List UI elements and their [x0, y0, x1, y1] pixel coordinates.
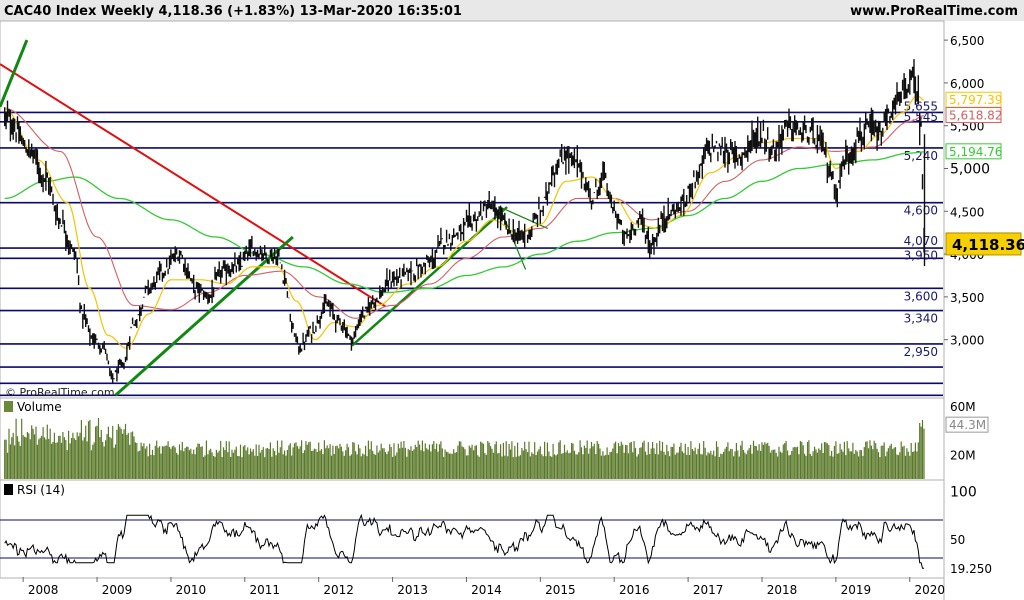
time-tick-label-2013: 2013 — [397, 583, 428, 597]
time-tick-label-2018: 2018 — [767, 583, 798, 597]
volume-tick-label: 60M — [950, 400, 976, 414]
price-tick-label: 6,500 — [950, 34, 984, 48]
indicator-tag-value: 5,618.82 — [949, 109, 1002, 123]
time-tick-label-2017: 2017 — [693, 583, 724, 597]
volume-last-tag — [945, 416, 989, 433]
time-axis: 2008 2009 2010 2011 2012 2013 2014 2015 2016 2017… — [22, 577, 945, 597]
time-tick-label-2016: 2016 — [619, 583, 650, 597]
time-tick-label-2015: 2015 — [545, 583, 576, 597]
level-label: 5,655 — [904, 99, 938, 113]
volume-axis: 60M 20M 44.3M — [945, 400, 989, 463]
sma-200-line[interactable] — [4, 151, 924, 294]
time-tick-label-2009: 2009 — [102, 583, 133, 597]
volume-legend-swatch — [4, 401, 13, 412]
time-tick-label-2011: 2011 — [250, 583, 281, 597]
chart-title: CAC40 Index Weekly 4,118.36 (+1.83%) 13-… — [4, 4, 462, 19]
green-uptrend-line-2012[interactable] — [351, 206, 508, 347]
price-tick-label: 5,000 — [950, 161, 990, 177]
indicator-tag-value: 5,194.76 — [949, 145, 1002, 159]
price-series — [4, 59, 926, 383]
time-tick-label-2010: 2010 — [176, 583, 207, 597]
site-url[interactable]: www.ProRealTime.com — [850, 4, 1018, 19]
volume-tick-label: 20M — [950, 449, 976, 463]
time-tick-label-2020: 2020 — [914, 583, 945, 597]
volume-bars — [4, 418, 925, 479]
rsi-line[interactable] — [4, 513, 924, 569]
green-uptrend-line-2007[interactable] — [0, 39, 29, 108]
green-uptrend-line-2009[interactable] — [114, 235, 294, 397]
level-label: 4,070 — [904, 234, 938, 248]
trendlines — [0, 39, 548, 397]
level-label: 5,240 — [904, 149, 938, 163]
time-tick-label-2008: 2008 — [28, 583, 59, 597]
indicator-tag-box — [945, 143, 1002, 160]
volume-last-value: 44.3M — [949, 418, 986, 432]
level-label: 3,340 — [904, 312, 938, 326]
level-lines: 5,6555,5455,2404,6004,0703,9503,6003,340… — [0, 99, 943, 397]
title-bar — [0, 0, 1024, 21]
rsi-legend-swatch — [4, 484, 13, 495]
rsi-axis: 100 50 19.250 — [950, 485, 992, 577]
price-axis: 6,5006,0005,5005,0004,5004,0003,5003,000… — [944, 34, 1024, 348]
last-price-tag — [945, 232, 1022, 256]
price-bars[interactable] — [4, 59, 926, 383]
copyright: © ProRealTime.com — [5, 386, 115, 399]
price-panel[interactable] — [0, 20, 945, 399]
volume-label: Volume — [17, 400, 62, 414]
rsi-panel[interactable] — [0, 479, 945, 579]
sma-20-line[interactable] — [4, 95, 925, 349]
price-tick-label: 6,000 — [950, 77, 984, 91]
last-price-value: 4,118.36 — [952, 236, 1024, 254]
rsi-tick-label: 50 — [950, 533, 965, 547]
level-label: 2,950 — [904, 345, 938, 359]
indicator-tag-box — [945, 107, 1002, 124]
rsi-label: RSI (14) — [17, 483, 65, 497]
price-tick-label: 3,500 — [950, 291, 984, 305]
level-label: 3,950 — [904, 248, 938, 262]
level-label: 3,600 — [904, 289, 938, 303]
price-tick-label: 4,500 — [950, 205, 984, 219]
red-downtrend-line[interactable] — [0, 63, 386, 308]
indicator-tag-value: 5,797.39 — [949, 93, 1002, 107]
price-tick-label: 5,500 — [950, 120, 984, 134]
level-label: 4,600 — [904, 204, 938, 218]
price-tick-label: 3,000 — [950, 334, 984, 348]
green-channel-top[interactable] — [499, 206, 548, 229]
rsi-series — [0, 513, 943, 569]
time-tick-label-2019: 2019 — [841, 583, 872, 597]
rsi-last-value: 19.250 — [950, 562, 992, 576]
time-tick-label-2014: 2014 — [471, 583, 502, 597]
time-tick-label-2012: 2012 — [323, 583, 354, 597]
volume-bars-path[interactable] — [4, 418, 925, 479]
rsi-tick-label: 100 — [950, 485, 977, 501]
